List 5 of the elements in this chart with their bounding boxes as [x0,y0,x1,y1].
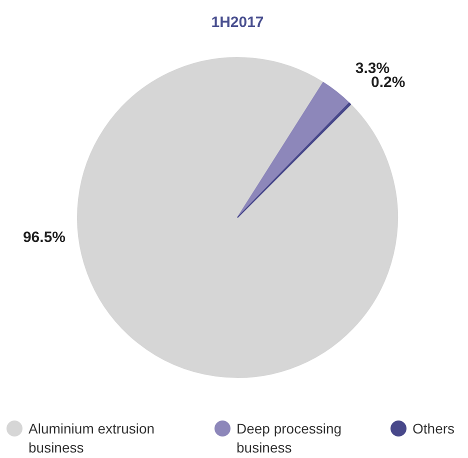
legend-label: Deep processing business [236,420,342,456]
chart-title: 1H2017 [211,14,264,31]
legend-label: Aluminium extrusion business [28,420,155,456]
legend-label: Others [412,420,455,436]
data-label: 96.5% [22,229,66,246]
